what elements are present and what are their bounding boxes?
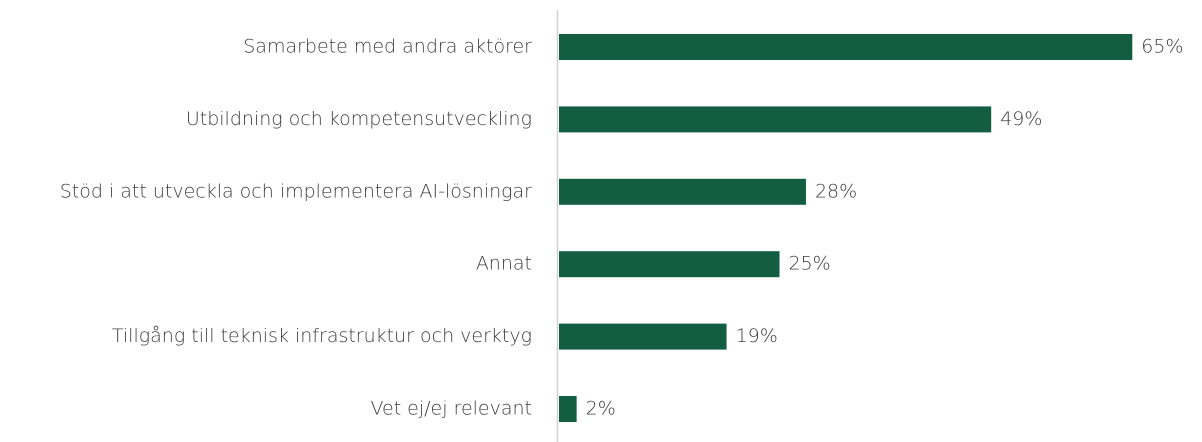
value-label: 19% (736, 325, 778, 347)
value-label: 49% (1000, 108, 1042, 130)
value-label: 25% (789, 253, 831, 275)
value-label: 28% (815, 180, 857, 202)
category-label: Annat (476, 253, 532, 275)
category-label: Samarbete med andra aktörer (243, 36, 532, 58)
bar (559, 251, 780, 278)
value-label: 2% (586, 398, 616, 420)
category-label: Stöd i att utveckla och implementera AI-… (60, 180, 532, 202)
bar (559, 323, 727, 350)
category-label: Tillgång till teknisk infrastruktur och … (112, 325, 532, 347)
category-label: Vet ej/ej relevant (370, 398, 532, 420)
bar (559, 396, 577, 422)
bar (559, 34, 1133, 60)
bar (559, 178, 806, 205)
bar (559, 106, 992, 133)
category-label: Utbildning och kompetensutveckling (186, 108, 532, 130)
value-label: 65% (1141, 36, 1183, 58)
